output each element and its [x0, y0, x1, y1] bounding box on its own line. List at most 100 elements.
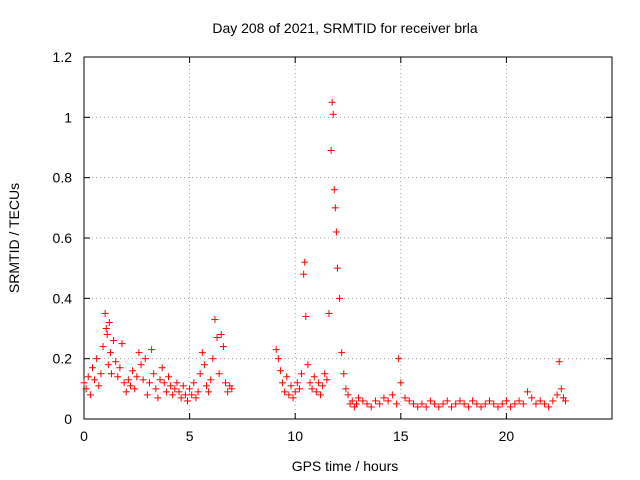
data-point [393, 400, 401, 408]
data-point [164, 373, 172, 381]
data-point [422, 403, 430, 411]
data-point [511, 400, 519, 408]
data-point [112, 358, 120, 366]
data-point [106, 349, 114, 357]
y-tick-label: 1 [64, 109, 72, 125]
tick-layer [83, 56, 612, 420]
data-point [331, 204, 339, 212]
data-point [145, 379, 153, 387]
data-point [473, 400, 481, 408]
data-point [384, 397, 392, 405]
data-point [154, 394, 162, 402]
data-point [219, 343, 227, 351]
data-point [80, 379, 88, 387]
data-point [281, 388, 289, 396]
data-point [545, 403, 553, 411]
data-point [129, 367, 137, 375]
data-point [363, 400, 371, 408]
data-point [183, 397, 191, 405]
data-point [200, 361, 208, 369]
data-point [293, 379, 301, 387]
data-point [528, 394, 536, 402]
data-point [285, 391, 293, 399]
data-point [376, 400, 384, 408]
data-point [192, 394, 200, 402]
data-point [431, 400, 439, 408]
data-point [367, 403, 375, 411]
data-point [207, 376, 215, 384]
data-point [321, 370, 329, 378]
data-point [327, 147, 335, 155]
data-point [196, 370, 204, 378]
data-point [342, 385, 350, 393]
data-point [395, 355, 403, 363]
data-points-layer [80, 98, 570, 411]
y-tick-label: 1.2 [53, 49, 73, 65]
data-point [494, 403, 502, 411]
data-point [131, 385, 139, 393]
data-point [105, 318, 113, 326]
data-point [289, 394, 297, 402]
data-point [169, 391, 177, 399]
data-point [107, 370, 115, 378]
data-point [536, 397, 544, 405]
data-point [460, 400, 468, 408]
data-point [401, 394, 409, 402]
data-point [515, 397, 523, 405]
data-point [344, 391, 352, 399]
data-point [557, 385, 565, 393]
data-point [490, 400, 498, 408]
data-point [122, 388, 130, 396]
data-point [181, 391, 189, 399]
data-point [150, 370, 158, 378]
data-point [397, 379, 405, 387]
y-axis-label: SRMTID / TECUs [6, 183, 22, 293]
data-point [222, 379, 230, 387]
y-tick-label: 0.6 [53, 230, 73, 246]
data-point [97, 370, 105, 378]
data-point [340, 370, 348, 378]
data-point [329, 110, 337, 118]
data-point [186, 385, 194, 393]
data-point [279, 379, 287, 387]
x-tick-label: 10 [287, 428, 303, 444]
data-point [215, 370, 223, 378]
data-point [300, 270, 308, 278]
data-point [188, 391, 196, 399]
x-tick-label: 5 [186, 428, 194, 444]
data-point [82, 385, 90, 393]
data-point [481, 400, 489, 408]
data-point [414, 403, 422, 411]
data-point [447, 403, 455, 411]
data-point [456, 397, 464, 405]
data-point [101, 309, 109, 317]
data-point [532, 400, 540, 408]
data-point [519, 400, 527, 408]
data-point [102, 325, 110, 332]
data-point [116, 364, 124, 372]
data-point [502, 397, 510, 405]
data-point [160, 379, 168, 387]
data-point [198, 349, 206, 357]
data-point [306, 379, 314, 387]
data-point [295, 385, 303, 393]
data-point [352, 400, 360, 408]
data-point [93, 355, 101, 363]
y-tick-label: 0.4 [53, 290, 73, 306]
data-point [141, 355, 149, 363]
data-point [486, 397, 494, 405]
data-point [175, 388, 183, 396]
data-point [148, 346, 156, 354]
data-point [291, 388, 299, 396]
data-point [162, 388, 170, 396]
data-point [319, 382, 327, 390]
data-point [371, 397, 379, 405]
data-point [103, 331, 111, 339]
data-point [338, 349, 346, 357]
data-point [95, 382, 103, 390]
x-tick-label: 20 [499, 428, 515, 444]
data-point [274, 355, 282, 363]
data-point [120, 379, 128, 387]
data-point [143, 391, 151, 399]
